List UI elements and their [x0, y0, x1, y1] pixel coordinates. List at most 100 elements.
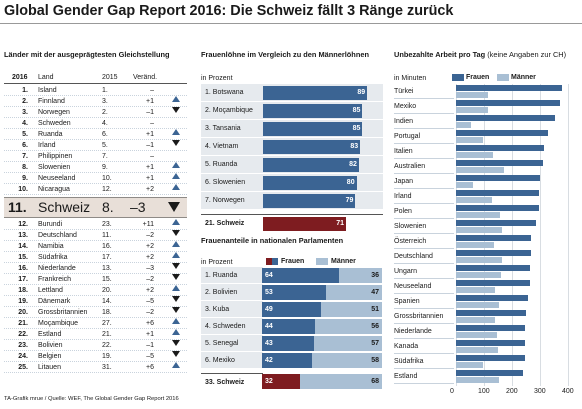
wage-row: 3. Tansania 85: [201, 120, 383, 138]
rank-cell: 19.: [18, 298, 28, 305]
rank-cell: 21.: [18, 320, 28, 327]
table-row: 2. Finnland 3. +1: [4, 96, 187, 107]
wage-row: 1. Botswana 89: [201, 84, 383, 102]
change-cell: –1: [146, 109, 154, 116]
arrow-up-icon: [172, 362, 180, 368]
table-row: 7. Philippinen 7. –: [4, 151, 187, 162]
unpaid-bar-frauen: [456, 370, 524, 376]
change-cell: +6: [146, 320, 154, 327]
unpaid-tick-label: 300: [534, 388, 546, 395]
arrow-up-icon: [172, 184, 180, 190]
arrow-up-icon: [172, 252, 180, 258]
change-cell: –5: [146, 353, 154, 360]
arrow-up-icon: [172, 285, 180, 291]
rank-cell: 5.: [22, 131, 28, 138]
prev-rank-cell: 27.: [102, 320, 112, 327]
prev-rank-cell: 5.: [102, 142, 108, 149]
unpaid-bar-frauen: [456, 145, 545, 151]
parliament-label: 6. Mexiko: [201, 352, 263, 369]
arrow-up-icon: [172, 173, 180, 179]
arrow-down-icon: [172, 296, 180, 302]
swiss-rank: 11.: [8, 199, 27, 215]
change-cell: +2: [146, 243, 154, 250]
change-cell: +11: [142, 221, 154, 228]
table-row: 23. Bolivien 22. –1: [4, 340, 187, 351]
land-cell: Neuseeland: [38, 175, 76, 182]
table-row: 22. Estland 21. +1: [4, 329, 187, 340]
legend-unpaid-maenner-label: Männer: [511, 74, 536, 81]
parliament-unit: in Prozent: [201, 259, 233, 266]
wage-bar: 71: [263, 217, 347, 231]
unpaid-bar-frauen: [456, 280, 530, 286]
wage-label: 4. Vietnam: [205, 143, 239, 150]
table-row: 15. Südafrika 17. +2: [4, 252, 187, 263]
unpaid-bar-maenner: [456, 107, 488, 113]
legend-maenner-label: Männer: [331, 258, 356, 265]
prev-rank-cell: 18.: [102, 309, 112, 316]
unpaid-bar-frauen: [456, 160, 544, 166]
table-row: 24. Belgien 19. –5: [4, 351, 187, 362]
prev-rank-cell: 9.: [102, 164, 108, 171]
change-cell: +1: [146, 164, 154, 171]
unpaid-bar-maenner: [456, 92, 489, 98]
arrow-down-icon: [172, 107, 180, 113]
table-row: 6. Irland 5. –1: [4, 140, 187, 151]
rank-cell: 4.: [22, 120, 28, 127]
land-cell: Moçambique: [38, 320, 79, 327]
prev-rank-cell: 11.: [102, 232, 112, 239]
unpaid-bar-maenner: [456, 302, 500, 308]
prev-rank-cell: 16.: [102, 243, 112, 250]
rank-cell: 18.: [18, 287, 28, 294]
land-cell: Finnland: [38, 98, 65, 105]
rank-cell: 13.: [18, 232, 28, 239]
change-cell: –3: [146, 265, 154, 272]
table-row: 25. Litauen 31. +6: [4, 362, 187, 373]
unpaid-bar-maenner: [456, 362, 483, 368]
unpaid-bar-maenner: [456, 137, 483, 143]
unpaid-bar-maenner: [456, 287, 496, 293]
unpaid-bar-frauen: [456, 220, 537, 226]
parliament-label: 1. Ruanda: [201, 267, 263, 284]
rank-cell: 14.: [18, 243, 28, 250]
change-cell: –2: [146, 232, 154, 239]
wage-label: 6. Slowenien: [205, 179, 246, 186]
parliament-value-frauen: 42: [265, 357, 273, 364]
parliament-label: 4. Schweden: [201, 318, 263, 335]
unpaid-label: Niederlande: [394, 324, 454, 339]
prev-rank-cell: 4.: [102, 120, 108, 127]
unpaid-bar-maenner: [456, 152, 493, 158]
unpaid-bar-frauen: [456, 325, 526, 331]
prev-rank-cell: 2.: [102, 109, 108, 116]
land-cell: Estland: [38, 331, 62, 338]
change-cell: –5: [146, 298, 154, 305]
unpaid-bar-frauen: [456, 295, 529, 301]
parliament-value-frauen: 43: [265, 340, 273, 347]
parliament-label: 2. Bolivien: [201, 284, 263, 301]
parliament-value-frauen: 64: [265, 272, 273, 279]
unpaid-label: Irland: [394, 189, 454, 204]
ranking-header: 2016 Land 2015 Veränd.: [4, 74, 187, 84]
arrow-up-icon: [172, 318, 180, 324]
prev-rank-cell: 31.: [102, 364, 112, 371]
wage-value: 89: [357, 89, 366, 96]
wage-label: 1. Botswana: [205, 89, 244, 96]
wage-bar: 80: [263, 176, 357, 190]
unpaid-tick-label: 200: [506, 388, 518, 395]
wage-row: 6. Slowenien 80: [201, 174, 383, 192]
parliament-bar-maenner: 47: [325, 285, 382, 300]
table-row: 1. Island 1. –: [4, 85, 187, 96]
unpaid-bar-frauen: [456, 115, 555, 121]
rank-cell: 1.: [22, 87, 28, 94]
rank-cell: 10.: [18, 186, 28, 193]
arrow-down-icon: [172, 351, 180, 357]
wage-value: 83: [350, 143, 359, 150]
land-cell: Philippinen: [38, 153, 73, 160]
land-cell: Schweden: [38, 120, 71, 127]
arrow-down-icon: [172, 307, 180, 313]
arrow-up-icon: [172, 219, 180, 225]
wage-row: 2. Moçambique 85: [201, 102, 383, 120]
change-cell: +1: [146, 98, 154, 105]
wage-row: 5. Ruanda 82: [201, 156, 383, 174]
land-cell: Litauen: [38, 364, 61, 371]
wage-label: 5. Ruanda: [205, 161, 238, 168]
